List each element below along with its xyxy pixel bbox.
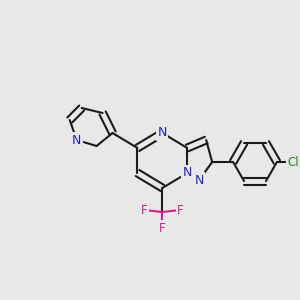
Text: N: N [158,127,167,140]
Text: F: F [177,203,184,217]
Text: N: N [72,134,81,146]
Text: F: F [159,221,166,235]
Text: Cl: Cl [287,155,299,169]
Text: N: N [183,167,192,179]
Text: N: N [194,173,204,187]
Text: F: F [141,203,148,217]
